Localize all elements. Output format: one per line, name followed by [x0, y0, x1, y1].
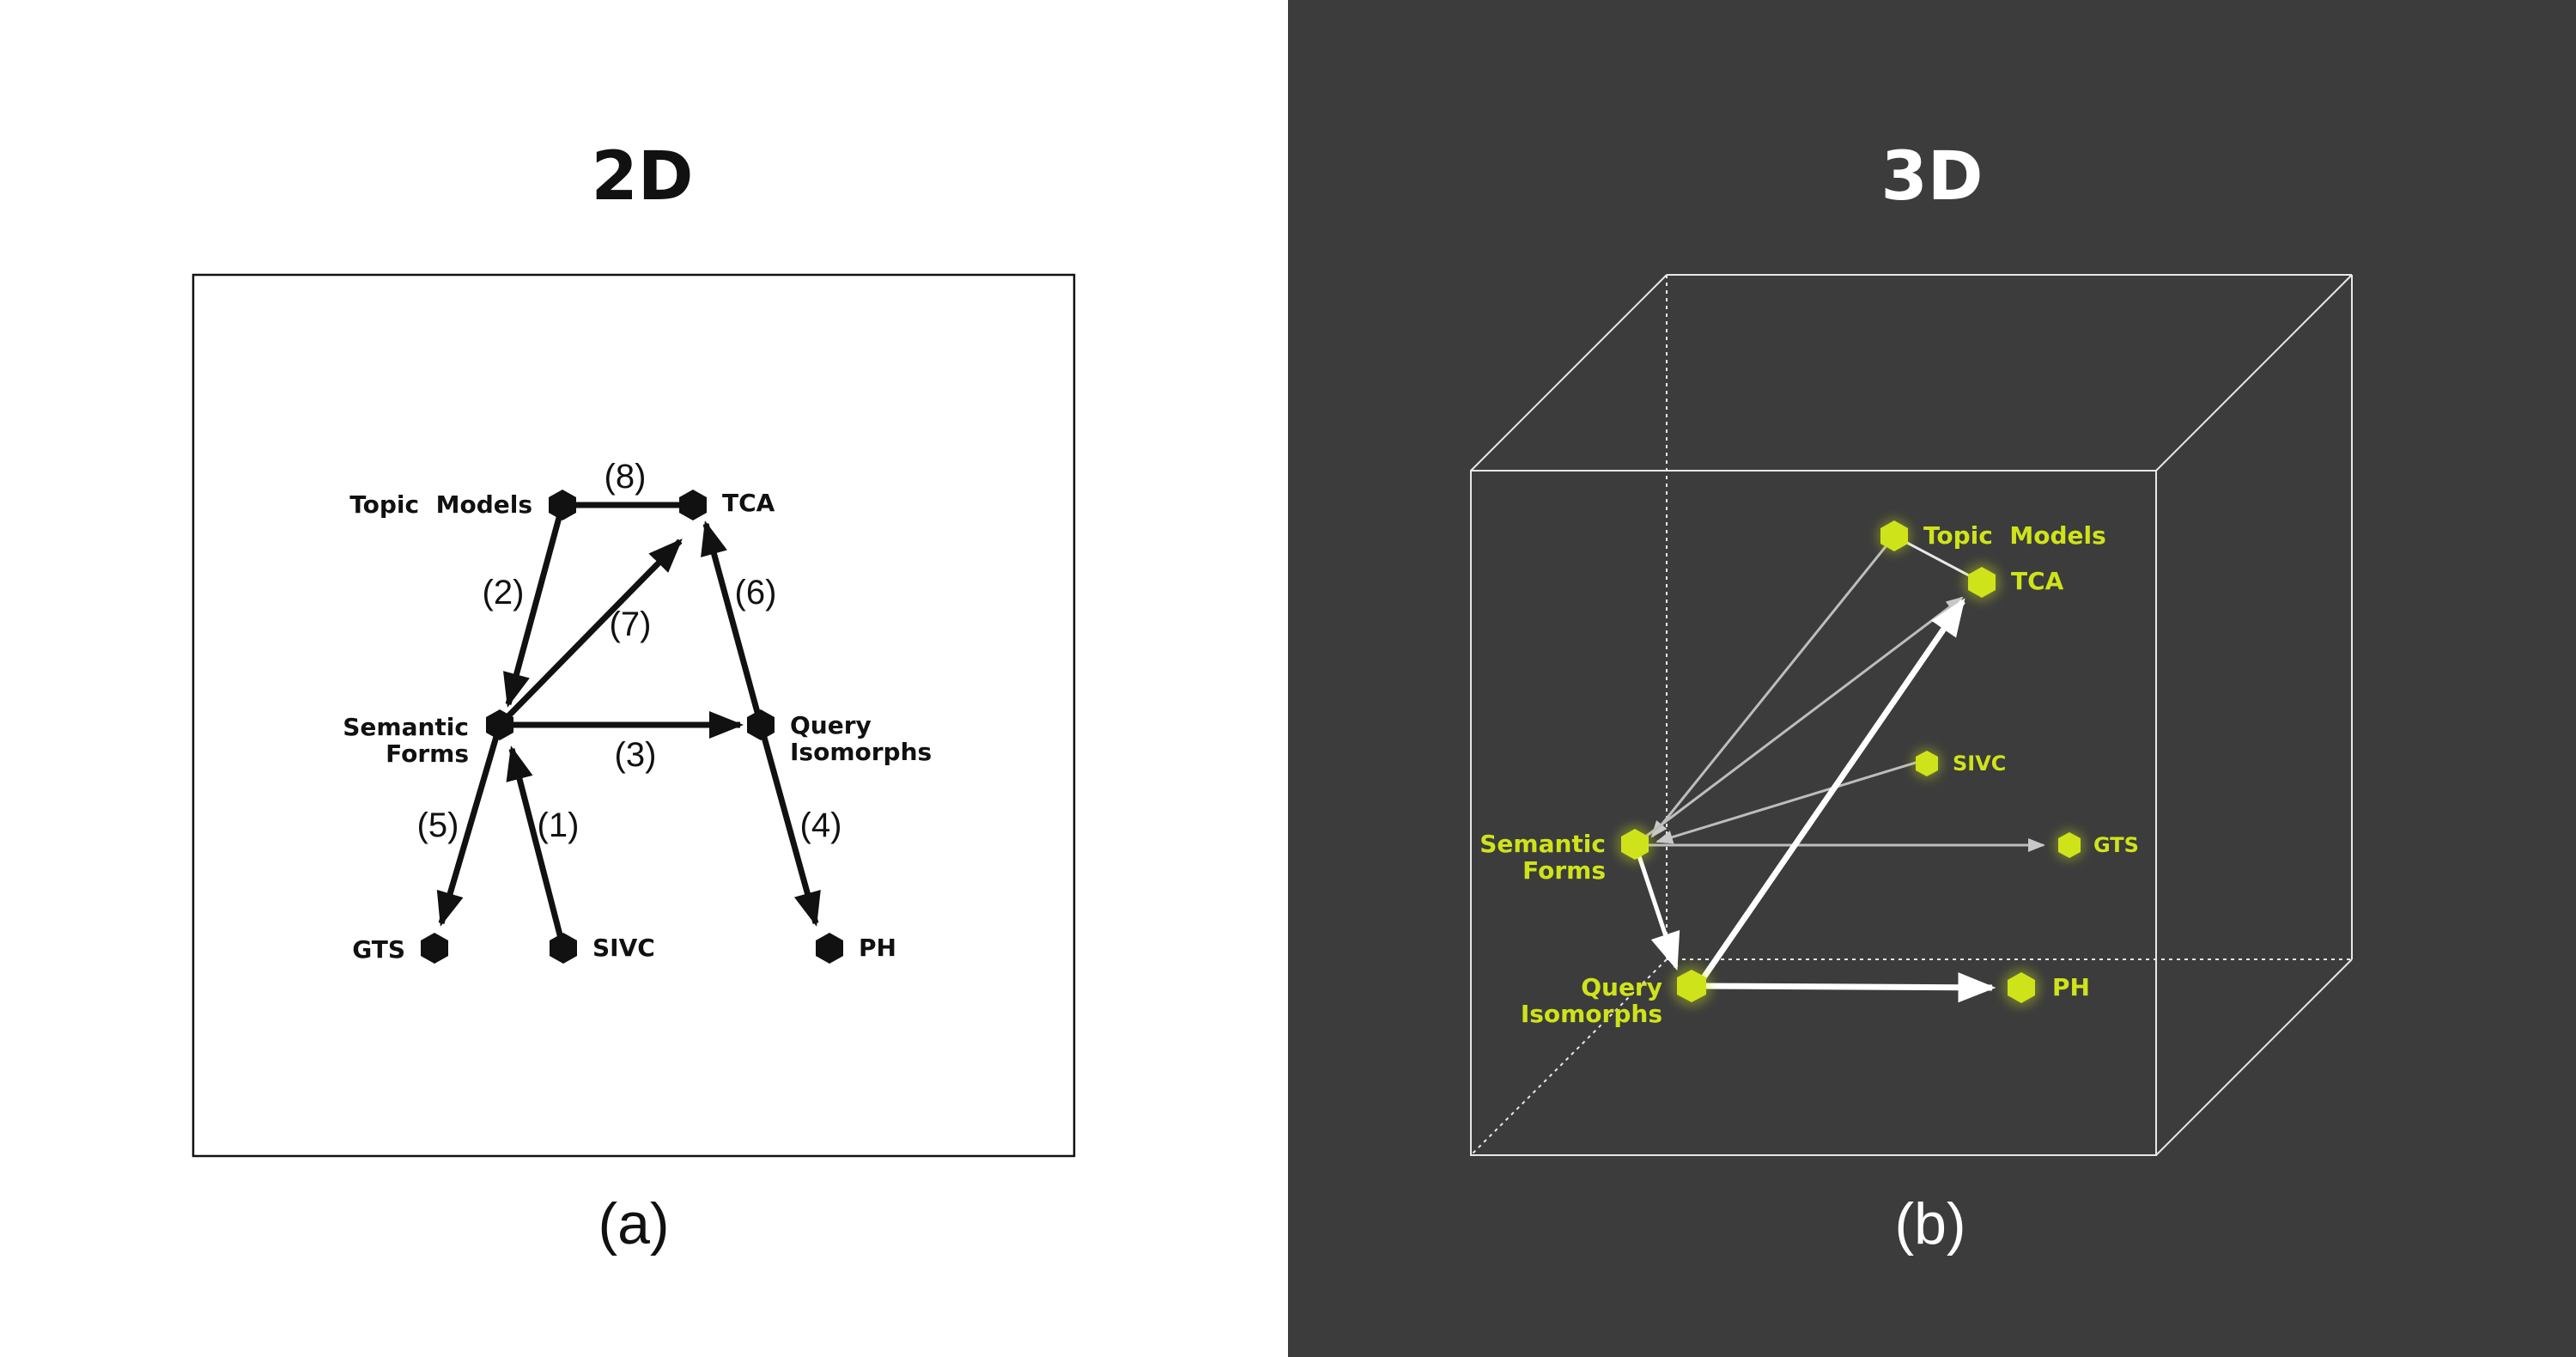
label-gts-3d: GTS	[2093, 833, 2139, 857]
edge-query-to-ph	[1703, 972, 1996, 1003]
edge-query-to-tca	[1698, 598, 1965, 984]
node-tca	[679, 490, 707, 520]
edge-label-6: (6)	[735, 574, 777, 612]
label-query: Query	[790, 711, 872, 739]
node-semantic-forms-3d	[1616, 825, 1654, 863]
edge-1	[506, 745, 567, 949]
title-2d: 2D	[591, 138, 693, 216]
diagram-3d: 3D	[1470, 138, 2353, 1257]
node-topic-models	[549, 490, 576, 520]
label-tca-3d: TCA	[2011, 567, 2064, 595]
label-isomorphs: Isomorphs	[790, 738, 932, 766]
edge-sivc-to-semantic	[1656, 758, 1928, 844]
edge-label-1: (1)	[538, 806, 580, 844]
edge-label-7: (7)	[610, 605, 652, 643]
edge-2	[502, 504, 566, 708]
label-gts: GTS	[352, 935, 405, 964]
node-sivc	[550, 933, 577, 964]
node-tca-3d	[1963, 563, 2001, 601]
node-ph-3d	[2002, 969, 2040, 1007]
label-sivc: SIVC	[592, 934, 655, 962]
label-semantic-3d: Semantic	[1479, 830, 1606, 858]
node-semantic-forms	[486, 709, 513, 740]
cube-wireframe	[1470, 274, 2353, 1156]
edge-topic-to-semantic	[1650, 535, 1896, 838]
node-topic-models-3d	[1877, 519, 1911, 553]
edge-label-3: (3)	[615, 736, 657, 774]
edge-label-8: (8)	[605, 458, 647, 496]
label-ph-3d: PH	[2052, 973, 2090, 1001]
edge-7	[497, 539, 683, 727]
label-tca: TCA	[722, 489, 775, 517]
label-sivc-3d: SIVC	[1953, 752, 2006, 776]
node-gts-3d	[2054, 830, 2085, 861]
label-forms-3d: Forms	[1522, 856, 1606, 885]
frame-2d	[191, 273, 1076, 1158]
edge-label-2: (2)	[483, 574, 525, 612]
label-isomorphs-3d: Isomorphs	[1521, 1000, 1662, 1028]
caption-b: (b)	[1894, 1191, 1965, 1257]
panel-2d: 2D Topic Models TCA Semantic Forms Query…	[191, 138, 1076, 1257]
label-topic-models: Topic Models	[349, 490, 532, 519]
edge-semantic-to-query	[1636, 853, 1680, 971]
diagram-2d: 2D Topic Models TCA Semantic Forms Query…	[191, 138, 1076, 1257]
label-forms: Forms	[386, 739, 469, 768]
cube-hidden-edges	[1470, 275, 2352, 1156]
label-ph: PH	[859, 934, 896, 962]
label-topic-models-3d: Topic Models	[1923, 521, 2106, 550]
edge-label-4: (4)	[800, 806, 842, 844]
node-gts	[421, 933, 448, 964]
node-ph	[816, 933, 843, 964]
node-query-isomorphs	[747, 709, 775, 740]
edge-4	[757, 724, 821, 927]
panel-3d: 3D	[1288, 0, 2576, 1357]
label-semantic: Semantic	[343, 713, 469, 741]
edge-label-5: (5)	[417, 806, 459, 844]
node-sivc-3d	[1911, 748, 1942, 779]
edge-semantic-to-tca	[1636, 596, 1964, 845]
edge-5	[436, 724, 503, 927]
title-3d: 3D	[1880, 138, 1983, 216]
node-query-isomorphs-3d	[1671, 965, 1712, 1007]
edge-6	[701, 520, 764, 726]
caption-a: (a)	[598, 1191, 669, 1257]
label-query-3d: Query	[1581, 973, 1662, 1001]
